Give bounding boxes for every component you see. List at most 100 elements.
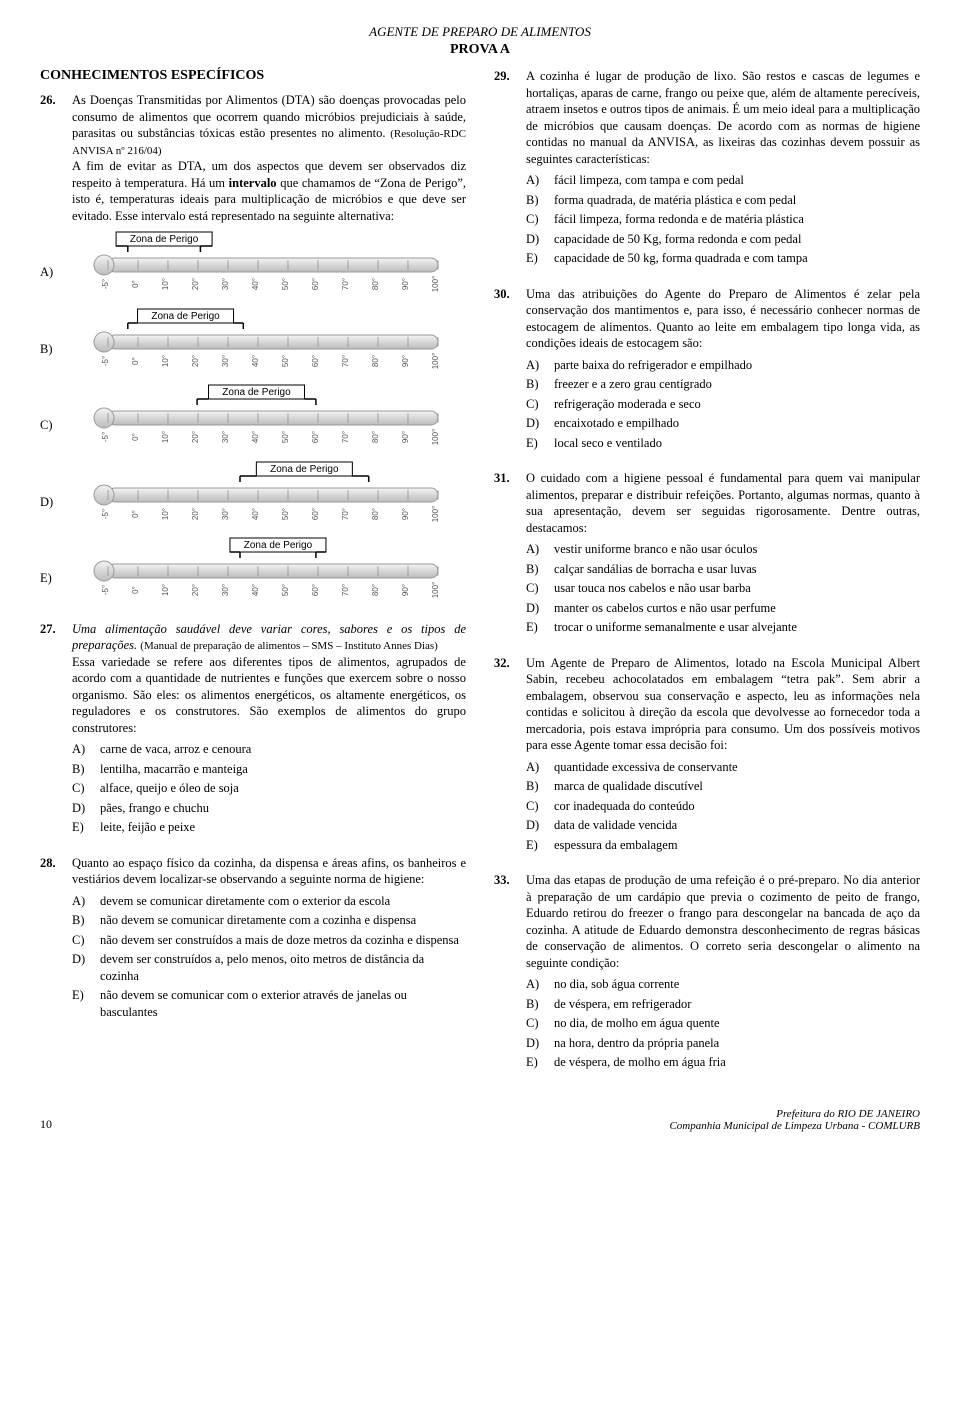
q27-num: 27. (40, 621, 64, 839)
opt-letter: B) (72, 912, 94, 929)
q29-A: fácil limpeza, com tampa e com pedal (554, 172, 920, 189)
q32-C: cor inadequada do conteúdo (554, 798, 920, 815)
q30-E: local seco e ventilado (554, 435, 920, 452)
svg-text:0°: 0° (131, 433, 140, 441)
q32-D: data de validade vencida (554, 817, 920, 834)
q27-cite: (Manual de preparação de alimentos – SMS… (140, 640, 438, 652)
opt-letter: B) (526, 376, 548, 393)
footer-line2: Companhia Municipal de Limpeza Urbana - … (669, 1120, 920, 1132)
q28-text: Quanto ao espaço físico da cozinha, da d… (72, 856, 466, 887)
q30-text: Uma das atribuições do Agente do Preparo… (526, 287, 920, 351)
opt-letter: A) (526, 357, 548, 374)
q27-B: lentilha, macarrão e manteiga (100, 761, 466, 778)
opt-letter: A) (72, 893, 94, 910)
svg-text:Zona de Perigo: Zona de Perigo (222, 387, 291, 398)
opt-letter: E) (526, 619, 548, 636)
svg-text:40°: 40° (251, 584, 260, 596)
q29-num: 29. (494, 68, 518, 270)
section-title: CONHECIMENTOS ESPECÍFICOS (40, 68, 466, 84)
q31-body: O cuidado com a higiene pessoal é fundam… (526, 470, 920, 639)
svg-text:70°: 70° (341, 584, 350, 596)
svg-text:70°: 70° (341, 431, 350, 443)
svg-text:100°: 100° (431, 582, 440, 599)
thermo-D-label: D) (40, 494, 60, 511)
svg-text:60°: 60° (311, 278, 320, 290)
q32-text: Um Agente de Preparo de Alimentos, lotad… (526, 656, 920, 753)
q30-A: parte baixa do refrigerador e empilhado (554, 357, 920, 374)
svg-text:10°: 10° (161, 354, 170, 366)
svg-text:30°: 30° (221, 431, 230, 443)
question-32: 32. Um Agente de Preparo de Alimentos, l… (494, 655, 920, 857)
columns: CONHECIMENTOS ESPECÍFICOS 26. As Doenças… (40, 68, 920, 1090)
svg-text:80°: 80° (371, 278, 380, 290)
svg-text:100°: 100° (431, 505, 440, 522)
question-27: 27. Uma alimentação saudável deve variar… (40, 621, 466, 839)
col-left: CONHECIMENTOS ESPECÍFICOS 26. As Doenças… (40, 68, 466, 1090)
svg-text:50°: 50° (281, 278, 290, 290)
svg-text:60°: 60° (311, 354, 320, 366)
q33-E: de véspera, de molho em água fria (554, 1054, 920, 1071)
svg-text:-5°: -5° (101, 508, 110, 518)
thermo-alt-D: D) Zona de Perigo -5°0°10°20°30°40°50°60… (40, 460, 466, 529)
svg-text:20°: 20° (191, 584, 200, 596)
opt-letter: D) (72, 800, 94, 817)
svg-text:Zona de Perigo: Zona de Perigo (151, 311, 220, 322)
opt-letter: A) (526, 172, 548, 189)
opt-letter: E) (72, 987, 94, 1020)
page-number: 10 (40, 1117, 52, 1132)
opt-letter: D) (526, 231, 548, 248)
svg-text:70°: 70° (341, 278, 350, 290)
thermo-A-label: A) (40, 264, 60, 281)
opt-letter: C) (526, 396, 548, 413)
opt-letter: A) (526, 759, 548, 776)
opt-letter: B) (526, 778, 548, 795)
svg-text:50°: 50° (281, 431, 290, 443)
svg-text:80°: 80° (371, 584, 380, 596)
q31-C: usar touca nos cabelos e não usar barba (554, 580, 920, 597)
svg-text:40°: 40° (251, 507, 260, 519)
q27-options: A)carne de vaca, arroz e cenoura B)lenti… (72, 741, 466, 836)
question-26: 26. As Doenças Transmitidas por Alimento… (40, 92, 466, 605)
svg-text:0°: 0° (131, 280, 140, 288)
q33-C: no dia, de molho em água quente (554, 1015, 920, 1032)
q33-num: 33. (494, 872, 518, 1074)
thermo-alt-E: E) Zona de Perigo -5°0°10°20°30°40°50°60… (40, 536, 466, 605)
svg-text:30°: 30° (221, 584, 230, 596)
opt-letter: D) (526, 600, 548, 617)
q28-D: devem ser construídos a, pelo menos, oit… (100, 951, 466, 984)
q30-D: encaixotado e empilhado (554, 415, 920, 432)
thermo-B-label: B) (40, 341, 60, 358)
q26-bold: intervalo (229, 176, 277, 190)
svg-text:30°: 30° (221, 278, 230, 290)
svg-text:60°: 60° (311, 584, 320, 596)
svg-text:80°: 80° (371, 354, 380, 366)
q27-body: Uma alimentação saudável deve variar cor… (72, 621, 466, 839)
q31-options: A)vestir uniforme branco e não usar ócul… (526, 541, 920, 636)
page: AGENTE DE PREPARO DE ALIMENTOS PROVA A C… (0, 0, 960, 1152)
thermo-E-label: E) (40, 570, 60, 587)
svg-text:-5°: -5° (101, 355, 110, 365)
svg-text:50°: 50° (281, 507, 290, 519)
q28-A: devem se comunicar diretamente com o ext… (100, 893, 466, 910)
thermo-B-svg: Zona de Perigo -5°0°10°20°30°40°50°60°70… (66, 307, 466, 376)
q28-C: não devem ser construídos a mais de doze… (100, 932, 466, 949)
svg-text:0°: 0° (131, 357, 140, 365)
svg-text:60°: 60° (311, 507, 320, 519)
q33-A: no dia, sob água corrente (554, 976, 920, 993)
opt-letter: D) (526, 415, 548, 432)
svg-text:80°: 80° (371, 507, 380, 519)
col-right: 29. A cozinha é lugar de produção de lix… (494, 68, 920, 1090)
q28-B: não devem se comunicar diretamente com a… (100, 912, 466, 929)
svg-text:0°: 0° (131, 586, 140, 594)
svg-text:-5°: -5° (101, 432, 110, 442)
svg-text:50°: 50° (281, 584, 290, 596)
q26-body: As Doenças Transmitidas por Alimentos (D… (72, 92, 466, 224)
q30-body: Uma das atribuições do Agente do Preparo… (526, 286, 920, 455)
q27-A: carne de vaca, arroz e cenoura (100, 741, 466, 758)
svg-text:90°: 90° (401, 278, 410, 290)
opt-letter: E) (526, 1054, 548, 1071)
question-30: 30. Uma das atribuições do Agente do Pre… (494, 286, 920, 455)
q27-D: pães, frango e chuchu (100, 800, 466, 817)
svg-text:70°: 70° (341, 354, 350, 366)
svg-text:70°: 70° (341, 507, 350, 519)
